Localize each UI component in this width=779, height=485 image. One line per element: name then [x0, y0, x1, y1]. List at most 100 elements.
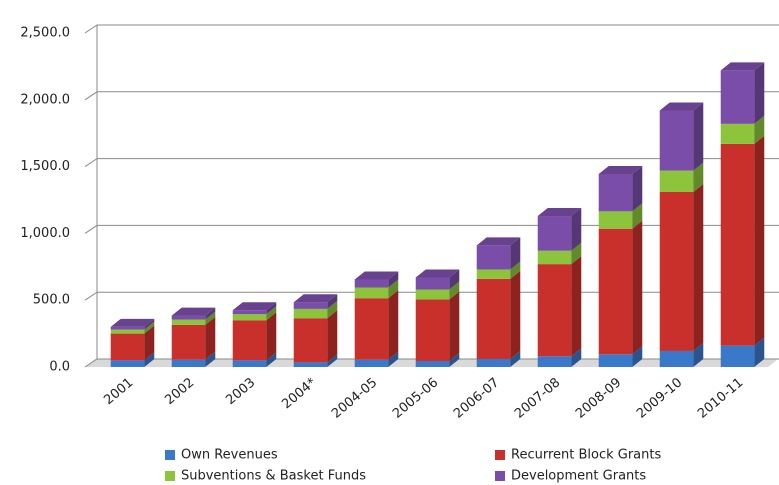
bar [537, 264, 572, 357]
bar-side [754, 115, 765, 144]
bar-side [632, 346, 643, 367]
bar-top [476, 237, 521, 246]
bar-top [659, 102, 704, 111]
bar-side [205, 311, 216, 325]
legend-label: Recurrent Block Grants [511, 448, 661, 463]
bar-side [510, 261, 521, 279]
bar-top [232, 302, 277, 311]
bar-side [693, 183, 704, 351]
legend-swatch [495, 471, 505, 481]
bar [415, 360, 450, 367]
bar-side [754, 62, 765, 124]
y-tick-label: 1,000.0 [20, 226, 70, 241]
bar [232, 314, 267, 321]
bar-side [632, 220, 643, 355]
bar [110, 333, 145, 361]
y-tick-label: 2,500.0 [20, 26, 70, 41]
legend-swatch [165, 471, 175, 481]
bar [537, 356, 572, 367]
bar-side [388, 271, 399, 288]
bar-side [632, 165, 643, 212]
bar-top [415, 269, 460, 278]
bar [293, 302, 328, 309]
bar-side [693, 102, 704, 171]
bar [354, 298, 389, 360]
x-tick-label: 2007-08 [512, 375, 563, 421]
bar-side [327, 310, 338, 363]
bar [476, 245, 511, 270]
bar [293, 318, 328, 363]
x-tick-label: 2010-11 [695, 375, 746, 421]
bar-side [144, 325, 155, 361]
bar-side [266, 312, 277, 361]
bar-side [632, 203, 643, 229]
bar [598, 354, 633, 367]
bar-side [144, 318, 155, 330]
x-tick-label: 2001 [101, 375, 136, 408]
bar [232, 310, 267, 315]
bar [659, 110, 694, 171]
bar-top [110, 318, 155, 327]
bar-side [754, 135, 765, 346]
bar [110, 360, 145, 367]
y-tick-label: 0.0 [49, 360, 70, 375]
bar-side [327, 300, 338, 319]
bar [659, 170, 694, 192]
bar-side [510, 237, 521, 270]
x-tick-label: 2009-10 [634, 375, 685, 421]
bar-side [449, 281, 460, 300]
bar-side [205, 316, 216, 360]
bar-side [266, 306, 277, 321]
y-tick-label: 1,500.0 [20, 159, 70, 174]
bar-top [354, 271, 399, 280]
grid-line [84, 91, 779, 101]
bar-side [266, 302, 277, 315]
bar [720, 143, 755, 346]
bar-side [754, 337, 765, 367]
bar-side [205, 307, 216, 320]
bar [110, 326, 145, 330]
bar-side [693, 342, 704, 367]
bar [171, 359, 206, 367]
bar [598, 228, 633, 355]
bar-side [449, 352, 460, 367]
bar [293, 308, 328, 319]
x-tick-label: 2005-06 [390, 375, 441, 421]
bar-side [571, 208, 582, 251]
bar-side [388, 351, 399, 367]
bar [232, 360, 267, 367]
bar-top [293, 294, 338, 303]
bar-side [571, 348, 582, 367]
bar-side [571, 242, 582, 265]
bar [232, 320, 267, 361]
bar [110, 329, 145, 334]
bar [171, 315, 206, 320]
bar [476, 358, 511, 367]
bar [415, 289, 450, 300]
bar [659, 191, 694, 351]
x-tick-label: 2006-07 [451, 375, 502, 421]
bar-side [693, 162, 704, 192]
bar-side [266, 352, 277, 367]
bar [537, 216, 572, 251]
bar [415, 299, 450, 361]
bar-side [327, 294, 338, 309]
bar [415, 277, 450, 290]
bar [598, 173, 633, 212]
bar-top [720, 62, 765, 71]
bar [354, 279, 389, 288]
bar [171, 319, 206, 325]
legend-swatch [495, 450, 505, 460]
bar [659, 350, 694, 367]
bar [537, 250, 572, 265]
bar-side [510, 350, 521, 367]
y-tick-label: 2,000.0 [20, 92, 70, 107]
x-tick-label: 2004* [279, 375, 319, 412]
bar-side [388, 290, 399, 360]
y-tick-label: 500.0 [33, 293, 70, 308]
bar [476, 269, 511, 279]
bar [171, 324, 206, 360]
x-tick-label: 2008-09 [573, 375, 624, 421]
x-tick-label: 2003 [223, 375, 258, 408]
